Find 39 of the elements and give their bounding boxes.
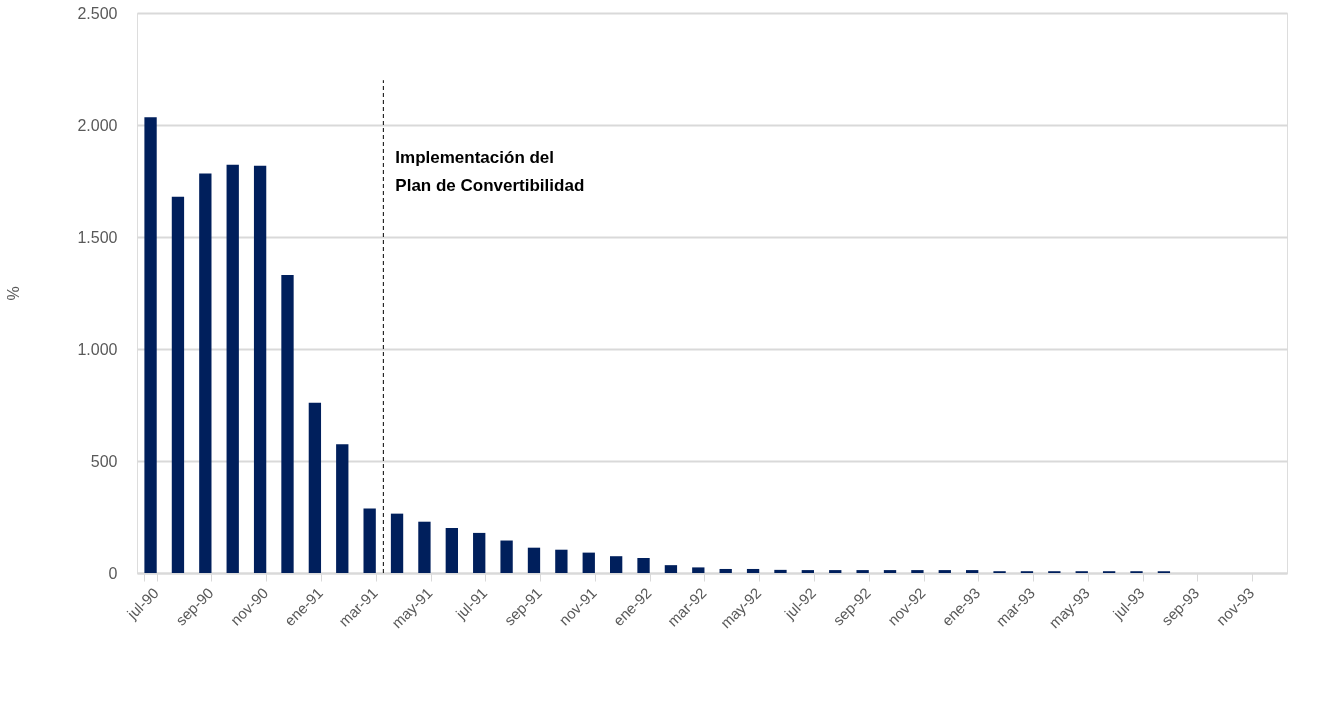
y-tick-label: 0 bbox=[108, 564, 118, 582]
bar bbox=[911, 570, 924, 573]
bar bbox=[281, 275, 294, 573]
bar bbox=[418, 521, 431, 573]
bar bbox=[390, 513, 404, 573]
bar bbox=[144, 117, 157, 573]
bar bbox=[171, 196, 185, 573]
y-axis-title: % bbox=[5, 286, 23, 301]
bar bbox=[555, 549, 568, 573]
bar bbox=[966, 570, 979, 573]
bar bbox=[719, 568, 732, 573]
bar bbox=[692, 567, 705, 573]
bar bbox=[774, 569, 787, 573]
bar bbox=[527, 547, 541, 573]
bar bbox=[308, 402, 322, 573]
bar bbox=[746, 568, 760, 573]
bar bbox=[336, 444, 349, 573]
bar bbox=[445, 527, 458, 573]
bar bbox=[363, 508, 376, 573]
bar bbox=[856, 570, 869, 573]
bar bbox=[253, 165, 267, 573]
bar bbox=[199, 173, 212, 573]
bar bbox=[226, 164, 239, 573]
bar bbox=[582, 552, 595, 573]
bar bbox=[637, 557, 650, 573]
bar bbox=[473, 532, 486, 573]
y-tick-label: 1.500 bbox=[77, 228, 118, 246]
bar bbox=[883, 570, 897, 573]
bar bbox=[609, 556, 623, 573]
y-tick-label: 2.000 bbox=[77, 116, 118, 134]
bar bbox=[801, 570, 815, 573]
y-tick-label: 1.000 bbox=[77, 340, 118, 358]
bar bbox=[664, 565, 678, 573]
bar bbox=[829, 570, 842, 573]
y-tick-label: 2.500 bbox=[77, 4, 118, 22]
bar bbox=[938, 570, 951, 573]
y-tick-label: 500 bbox=[90, 452, 118, 470]
bar bbox=[500, 540, 513, 573]
ref-line-label: Implementación del Plan de Convertibilidad bbox=[395, 148, 585, 196]
